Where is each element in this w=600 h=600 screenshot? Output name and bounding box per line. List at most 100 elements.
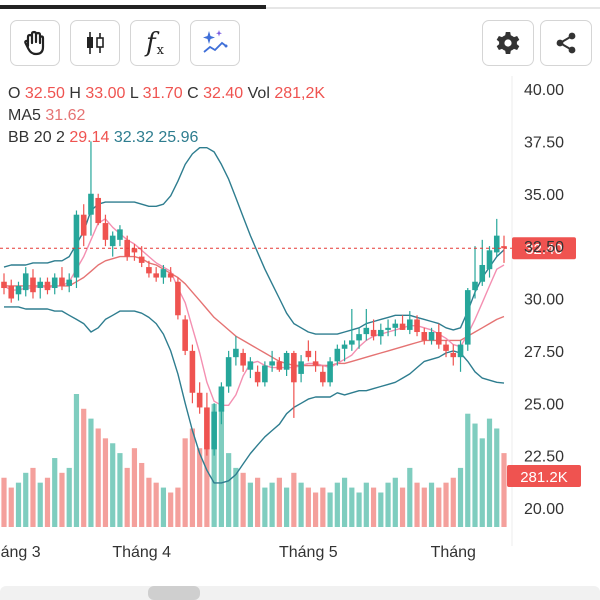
candle bbox=[363, 308, 370, 341]
volume-bar bbox=[378, 492, 384, 527]
x-tick-label: Tháng 4 bbox=[112, 544, 171, 561]
volume-bar bbox=[175, 487, 181, 527]
candle bbox=[95, 193, 102, 226]
volume-bar bbox=[73, 394, 80, 527]
candle bbox=[414, 315, 420, 337]
scrollbar-thumb[interactable] bbox=[148, 586, 200, 600]
volume-bar bbox=[102, 438, 109, 527]
volume-bar bbox=[139, 462, 145, 527]
sparkle-chart-button[interactable] bbox=[190, 20, 240, 66]
volume-bar bbox=[428, 482, 435, 527]
candle bbox=[80, 204, 87, 247]
bb-middle-line bbox=[4, 255, 505, 367]
candle bbox=[421, 327, 428, 345]
volume-bar bbox=[370, 487, 377, 527]
share-button[interactable] bbox=[540, 20, 592, 66]
volume-bar bbox=[450, 477, 456, 527]
volume-bar bbox=[392, 477, 398, 527]
x-tick-label: Tháng 3 bbox=[0, 544, 41, 561]
candle bbox=[1, 273, 7, 295]
volume-bar bbox=[168, 492, 174, 527]
candle bbox=[30, 269, 36, 299]
candle bbox=[298, 355, 304, 383]
candle bbox=[464, 288, 471, 351]
horizontal-scrollbar[interactable] bbox=[0, 586, 600, 600]
volume-bar bbox=[465, 413, 471, 527]
volume-bar bbox=[298, 482, 304, 527]
candle bbox=[153, 267, 159, 282]
candle bbox=[218, 382, 225, 425]
candle bbox=[472, 246, 478, 299]
candle bbox=[269, 350, 275, 372]
candle bbox=[320, 365, 326, 387]
bb-lower-line bbox=[4, 306, 505, 484]
legend-value: 32.50 bbox=[25, 85, 65, 102]
candle bbox=[225, 350, 232, 393]
volume-bar bbox=[52, 458, 58, 527]
volume-bar bbox=[59, 472, 65, 527]
volume-bar bbox=[197, 448, 203, 527]
y-tick-label: 37.50 bbox=[524, 134, 564, 151]
candle bbox=[312, 350, 319, 372]
volume-bar bbox=[240, 472, 246, 527]
stock-chart[interactable]: 32.40 40.00 37.50 35.00 32.50 30.00 27.50 25.0… bbox=[0, 76, 600, 572]
function-label: f bbox=[146, 28, 156, 58]
candle bbox=[493, 218, 500, 257]
volume-bar bbox=[211, 403, 217, 527]
volume-bars bbox=[1, 394, 507, 527]
volume-bar bbox=[472, 423, 478, 527]
bb-upper-line bbox=[3, 146, 505, 335]
legend-value: 32.40 bbox=[203, 85, 243, 102]
candle bbox=[167, 267, 174, 282]
hand-button[interactable] bbox=[10, 20, 60, 66]
y-tick-label: 22.50 bbox=[524, 449, 564, 466]
legend-value: 31.62 bbox=[45, 107, 85, 124]
volume-bar bbox=[95, 428, 101, 527]
candle bbox=[262, 361, 268, 387]
legend-ma5: MA5 31.62 bbox=[8, 107, 85, 124]
y-tick-label: 35.00 bbox=[524, 187, 564, 204]
volume-bar bbox=[356, 492, 362, 527]
candle bbox=[8, 279, 15, 303]
legend-value: 31.70 bbox=[143, 85, 183, 102]
candle bbox=[22, 267, 29, 297]
volume-bar bbox=[284, 487, 290, 527]
volume-bar bbox=[66, 467, 72, 527]
volume-bar bbox=[312, 492, 319, 527]
volume-bar bbox=[15, 482, 22, 527]
candlestick-icon bbox=[80, 28, 110, 58]
candle bbox=[406, 311, 413, 335]
legend-ohlc: O 32.50 H 33.00 L 31.70 C 32.40 Vol 281,… bbox=[8, 85, 325, 102]
volume-bar bbox=[494, 428, 500, 527]
volume-bar bbox=[305, 487, 311, 527]
candle bbox=[392, 319, 399, 337]
volume-bar bbox=[262, 487, 268, 527]
y-tick-label: 27.50 bbox=[524, 344, 564, 361]
volume-bar bbox=[8, 487, 14, 527]
candle bbox=[305, 340, 312, 362]
volume-bar bbox=[37, 482, 43, 527]
volume-bar bbox=[146, 477, 152, 527]
candle bbox=[399, 315, 406, 330]
candle bbox=[240, 348, 246, 372]
candle bbox=[211, 403, 217, 456]
candle bbox=[486, 246, 493, 278]
candle bbox=[44, 277, 51, 295]
legend-bb: BB 20 2 29.14 32.32 25.96 bbox=[8, 129, 199, 146]
volume-bar bbox=[88, 418, 94, 527]
volume-bar bbox=[399, 487, 406, 527]
legend-key: H bbox=[65, 85, 85, 102]
volume-bar bbox=[479, 438, 485, 527]
candle bbox=[385, 319, 391, 337]
volume-bar bbox=[457, 467, 464, 527]
candlestick-button[interactable] bbox=[70, 20, 120, 66]
legend-key: C bbox=[183, 85, 203, 102]
candle bbox=[479, 239, 486, 286]
gear-button[interactable] bbox=[482, 20, 534, 66]
volume-bar bbox=[44, 477, 51, 527]
candle bbox=[138, 246, 145, 268]
y-tick-label: 25.00 bbox=[524, 396, 564, 413]
candle bbox=[334, 344, 341, 366]
